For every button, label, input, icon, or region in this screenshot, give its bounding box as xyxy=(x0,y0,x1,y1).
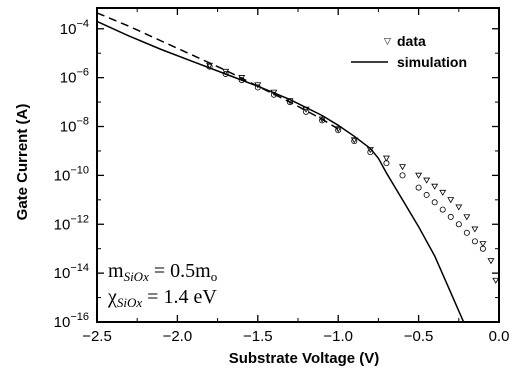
data-point-triangle xyxy=(447,197,455,204)
data-point-triangle xyxy=(487,258,495,265)
x-tick-label: 0.0 xyxy=(489,328,510,345)
data-point-circle xyxy=(471,238,478,245)
legend: ▽ data simulation xyxy=(351,33,467,70)
data-point-triangle xyxy=(431,183,439,190)
data-point-triangle xyxy=(455,204,463,211)
svg-text:χSiOx = 1.4 eV: χSiOx = 1.4 eV xyxy=(107,286,217,310)
series-3 xyxy=(97,20,465,322)
legend-data-label: data xyxy=(397,33,426,49)
data-point-triangle xyxy=(492,277,499,284)
annotation-mass-subscript: SiOx xyxy=(124,269,150,284)
data-point-circle xyxy=(431,199,438,206)
data-point-circle xyxy=(455,221,462,228)
data-point-circle xyxy=(335,127,342,134)
data-point-circle xyxy=(303,108,310,115)
data-point-circle xyxy=(439,206,446,213)
annotation-mass-unit-subscript: o xyxy=(211,269,218,284)
series-0 xyxy=(206,62,499,284)
data-point-triangle xyxy=(350,137,358,144)
annotation-affinity-value: = 1.4 eV xyxy=(142,286,217,308)
data-point-triangle xyxy=(423,177,431,184)
series-2 xyxy=(97,12,339,130)
y-tick-label: 10−14 xyxy=(54,262,89,282)
data-point-triangle xyxy=(439,189,447,196)
y-tick-label: 10−12 xyxy=(54,213,89,233)
legend-data-marker: ▽ xyxy=(384,37,391,47)
data-point-circle xyxy=(383,160,390,167)
x-tick-label: −2.5 xyxy=(82,328,112,345)
dashed-curve xyxy=(97,12,339,130)
data-point-triangle xyxy=(382,155,390,162)
data-point-triangle xyxy=(399,164,407,171)
series-1 xyxy=(206,63,486,252)
data-point-triangle xyxy=(479,241,487,248)
data-point-circle xyxy=(351,138,358,145)
data-point-triangle xyxy=(334,126,342,133)
data-point-circle xyxy=(222,70,229,77)
svg-text:mSiOx = 0.5mo: mSiOx = 0.5mo xyxy=(108,260,217,284)
annotation-affinity-subscript: SiOx xyxy=(117,295,143,310)
data-point-circle xyxy=(479,245,486,252)
y-tick-label: 10−6 xyxy=(60,67,89,87)
x-tick-label: −1.0 xyxy=(323,328,353,345)
legend-simulation-label: simulation xyxy=(397,54,467,70)
series-layer xyxy=(97,12,499,322)
simulation-curve xyxy=(97,20,465,322)
x-axis-title: Substrate Voltage (V) xyxy=(229,350,380,367)
x-tick-label: −2.0 xyxy=(163,328,193,345)
y-tick-label: 10−4 xyxy=(60,18,89,38)
data-point-triangle xyxy=(415,172,423,179)
x-tick-label: −0.5 xyxy=(404,328,434,345)
data-point-triangle xyxy=(463,214,471,221)
data-point-circle xyxy=(447,213,454,220)
annotation-mass-symbol: m xyxy=(108,260,124,282)
annotation-affinity: χSiOx = 1.4 eV xyxy=(107,286,217,310)
data-point-circle xyxy=(399,172,406,179)
data-point-circle xyxy=(423,191,430,198)
x-tick-label: −1.5 xyxy=(243,328,273,345)
data-point-circle xyxy=(415,184,422,191)
annotation-mass: mSiOx = 0.5mo xyxy=(108,260,217,284)
axes-layer: −2.5 −2.0 −1.5 −1.0 −0.5 0.0 10−4 10−6 10−8 10−10… xyxy=(54,7,510,345)
data-point-circle xyxy=(463,229,470,236)
annotation-mass-value: = 0.5m xyxy=(149,260,211,282)
y-tick-label: 10−8 xyxy=(60,116,89,136)
y-axis-title: Gate Current (A) xyxy=(14,104,31,221)
annotation-affinity-symbol: χ xyxy=(107,286,117,308)
y-tick-label: 10−16 xyxy=(54,311,89,331)
data-point-triangle xyxy=(471,226,479,233)
y-tick-label: 10−10 xyxy=(54,164,89,184)
